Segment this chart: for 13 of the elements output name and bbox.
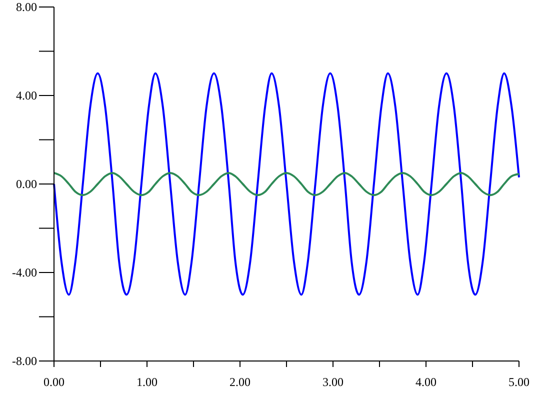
y-tick-label: 8.00 [16, 0, 37, 14]
x-tick-label: 5.00 [508, 375, 530, 389]
y-tick-label: -4.00 [12, 266, 37, 280]
x-tick-label: 4.00 [416, 375, 436, 389]
y-tick-label: 4.00 [16, 88, 37, 103]
line-series [53, 172, 520, 196]
y-tick-label: -8.00 [12, 354, 37, 368]
line-series [53, 72, 520, 296]
x-tick-label: 3.00 [322, 375, 344, 389]
x-tick-label: 2.00 [230, 375, 250, 389]
x-tick-label: 0.00 [44, 375, 64, 389]
y-tick-label: 0.00 [16, 177, 37, 192]
x-tick-label: 1.00 [136, 375, 158, 389]
